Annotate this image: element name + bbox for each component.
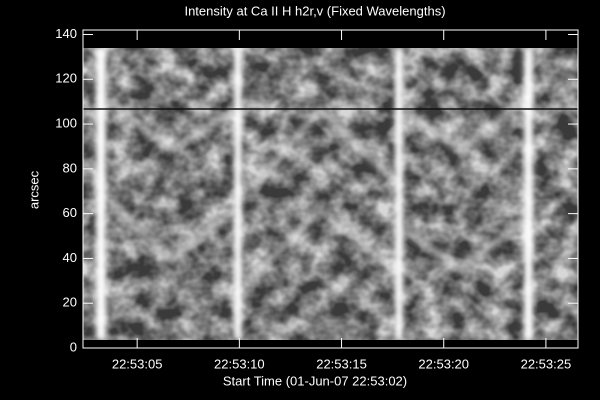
x-axis-label: Start Time (01-Jun-07 22:53:02) bbox=[223, 373, 407, 388]
y-tick-label: 0 bbox=[70, 339, 77, 354]
y-tick-label: 60 bbox=[63, 205, 77, 220]
intensity-image bbox=[83, 48, 578, 340]
y-tick-label: 40 bbox=[63, 250, 77, 265]
axes-frame bbox=[82, 29, 579, 349]
x-tick-label: 22:53:25 bbox=[521, 356, 572, 371]
x-tick-label: 22:53:15 bbox=[316, 356, 367, 371]
y-tick-label: 100 bbox=[55, 115, 77, 130]
x-tick-label: 22:53:05 bbox=[112, 356, 163, 371]
y-axis-label: arcsec bbox=[26, 170, 41, 209]
chart-title: Intensity at Ca II H h2r,v (Fixed Wavele… bbox=[184, 3, 445, 18]
x-tick-label: 22:53:10 bbox=[214, 356, 265, 371]
y-tick-label: 120 bbox=[55, 71, 77, 86]
x-tick-label: 22:53:20 bbox=[418, 356, 469, 371]
y-tick-label: 80 bbox=[63, 160, 77, 175]
y-tick-label: 20 bbox=[63, 295, 77, 310]
y-tick-label: 140 bbox=[55, 26, 77, 41]
